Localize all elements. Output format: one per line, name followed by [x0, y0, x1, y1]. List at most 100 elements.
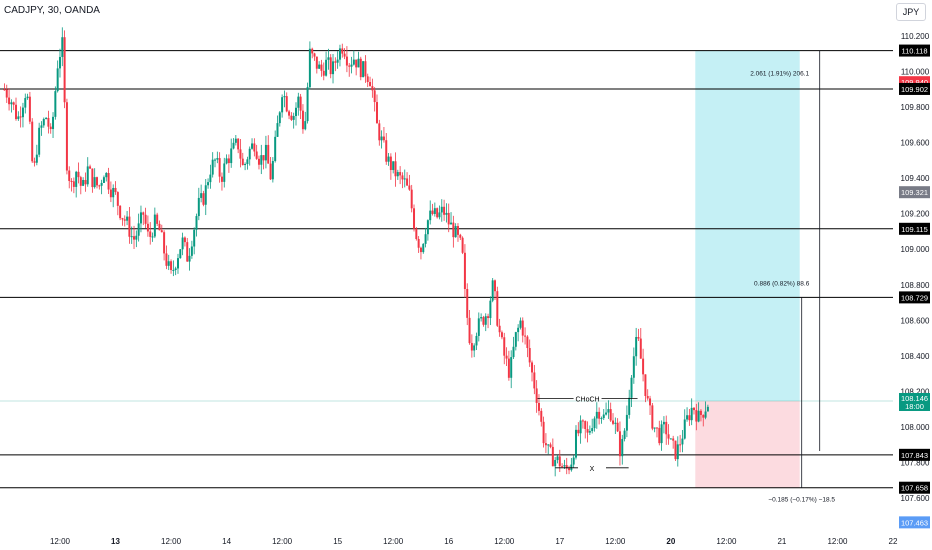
candle-body [246, 159, 249, 165]
candle-body [195, 216, 198, 230]
candle-body [230, 148, 233, 164]
candle-body [676, 444, 679, 460]
candle-body [551, 446, 554, 467]
candle-body [591, 428, 594, 432]
candle-body [658, 427, 661, 444]
candle-body [642, 358, 645, 375]
candle-body [21, 107, 24, 118]
x-tick-label: 13 [111, 537, 120, 546]
level-label: 108.729 [901, 293, 928, 302]
candle-body [248, 148, 251, 160]
candle-body [341, 48, 344, 54]
candle-body [112, 187, 115, 198]
candle-body [318, 64, 321, 69]
candle-body [440, 206, 443, 213]
candle-body [304, 121, 307, 130]
candle-body [52, 116, 55, 130]
candle-body [186, 242, 189, 262]
candle-body [144, 214, 147, 224]
candle-body [107, 172, 110, 190]
candle-body [322, 70, 325, 76]
candle-body [121, 218, 124, 220]
candle-body [588, 431, 591, 433]
candle-body [362, 61, 365, 78]
candle-body [417, 238, 420, 248]
candle-body [338, 48, 341, 60]
candle-body [308, 48, 311, 88]
candle-body [496, 291, 499, 326]
candle-body [271, 161, 274, 180]
candle-body [621, 438, 624, 457]
candle-body [533, 372, 536, 389]
x-tick-label: 12:00 [383, 537, 404, 546]
candle-body [366, 76, 369, 83]
candle-body [295, 107, 298, 117]
measure-mid-label: 0.886 (0.82%) 88.6 [754, 280, 810, 287]
candle-body [528, 348, 531, 363]
candle-body [214, 159, 217, 161]
candle-body [188, 255, 191, 262]
x-tick-label: 12:00 [494, 537, 515, 546]
candle-body [380, 136, 383, 141]
candle-body [487, 316, 490, 319]
candle-body [394, 161, 397, 177]
currency-button[interactable]: JPY [896, 3, 926, 21]
candle-body [426, 220, 429, 235]
x-tick-label: 14 [222, 537, 231, 546]
candle-body [49, 126, 52, 130]
candle-body [170, 261, 173, 271]
current-price-bg [899, 392, 930, 411]
candle-body [419, 247, 422, 253]
candle-body [257, 158, 260, 165]
candle-body [500, 332, 503, 338]
candle-body [202, 193, 205, 205]
candle-body [165, 253, 168, 266]
candle-body [357, 58, 360, 68]
candle-body [540, 410, 543, 422]
x-tick-label: 12:00 [50, 537, 71, 546]
candle-body [350, 64, 353, 67]
candle-body [605, 412, 608, 415]
candle-body [181, 237, 184, 250]
candle-body [329, 57, 332, 75]
x-tick-label: 20 [666, 537, 675, 546]
candle-body [114, 187, 117, 193]
candle-body [311, 48, 314, 54]
candle-body [695, 410, 698, 422]
candle-body [429, 210, 432, 221]
level-label: 107.843 [901, 451, 928, 460]
candle-body [461, 237, 464, 253]
annotation-label: X [590, 466, 595, 473]
candle-body [244, 164, 247, 166]
candle-body [359, 58, 362, 78]
y-tick-label: 108.400 [901, 352, 930, 361]
candle-body [704, 411, 707, 418]
candle-body [512, 346, 515, 358]
candle-body [489, 300, 492, 319]
level-label: 110.118 [902, 47, 928, 56]
candle-body [260, 155, 263, 165]
candle-body [327, 57, 330, 60]
candle-body [549, 444, 552, 447]
candle-body [466, 289, 469, 318]
candle-body [10, 102, 13, 105]
candle-body [128, 216, 131, 237]
candle-body [75, 171, 78, 187]
level-label: 109.902 [901, 85, 928, 94]
stop-zone [695, 400, 800, 488]
candle-body [68, 170, 71, 181]
candle-body [470, 343, 473, 351]
candle-body [123, 219, 126, 221]
candle-body [593, 418, 596, 429]
candle-body [348, 65, 351, 67]
candle-body [105, 172, 108, 178]
candle-body [646, 395, 649, 399]
candle-body [63, 37, 66, 103]
candle-body [672, 438, 675, 441]
annotations: CHoCH X 2.061 (1.91%) 206.1 0.886 (0.82%) 8… [537, 50, 835, 504]
price-labels: 109.940 109.321 107.463 110.118 109.902 109.1… [899, 44, 930, 529]
candle-body [24, 98, 27, 108]
candle-body [42, 118, 45, 126]
candle-body [665, 421, 668, 435]
